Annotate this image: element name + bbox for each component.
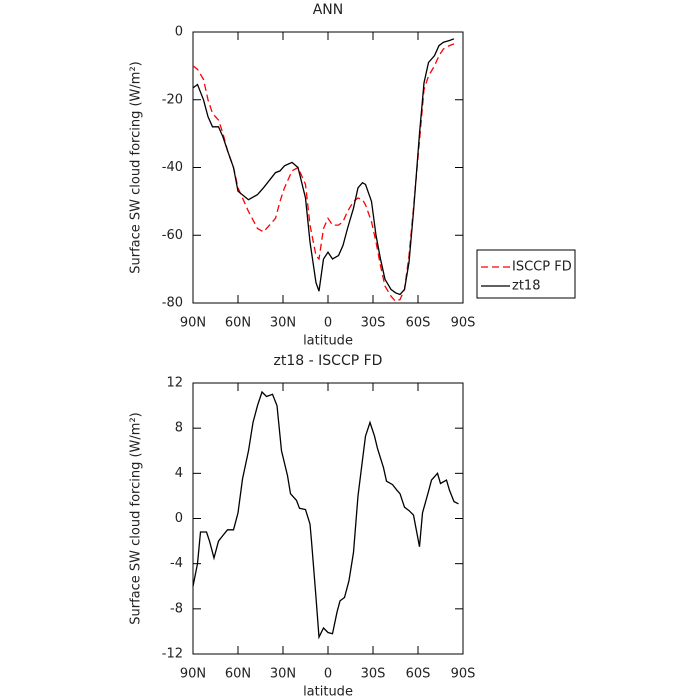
y-tick-label: 0 xyxy=(175,511,183,526)
legend-box xyxy=(476,249,576,299)
y-tick-label: -40 xyxy=(162,160,183,175)
y-tick-label: 8 xyxy=(175,421,183,436)
data-line xyxy=(192,390,459,640)
x-tick-label: 90S xyxy=(451,667,476,682)
legend-label: zt18 xyxy=(512,279,540,294)
x-axis-label: latitude xyxy=(303,334,353,349)
chart-title: zt18 - ISCCP FD xyxy=(274,353,383,369)
y-tick-label: -60 xyxy=(162,228,183,243)
y-tick-label: -80 xyxy=(162,296,183,311)
x-tick-label: 60S xyxy=(406,316,431,331)
x-tick-label: 60N xyxy=(225,667,251,682)
x-tick-label: 90N xyxy=(180,316,206,331)
y-tick-label: 12 xyxy=(166,376,183,391)
y-axis-label: Surface SW cloud forcing (W/m²) xyxy=(129,412,144,624)
x-tick-label: 90S xyxy=(451,316,476,331)
x-tick-label: 30N xyxy=(270,316,296,331)
legend-label: ISCCP FD xyxy=(512,260,572,275)
x-tick-label: 60N xyxy=(225,316,251,331)
x-tick-label: 0 xyxy=(324,316,332,331)
x-tick-label: 0 xyxy=(324,667,332,682)
y-tick-label: -12 xyxy=(162,647,183,662)
x-axis-label: latitude xyxy=(303,685,353,700)
x-tick-label: 60S xyxy=(406,667,431,682)
y-tick-label: -8 xyxy=(170,601,183,616)
x-tick-label: 30S xyxy=(361,667,386,682)
y-tick-label: -4 xyxy=(170,556,183,571)
y-tick-label: 0 xyxy=(175,25,183,40)
y-axis-label: Surface SW cloud forcing (W/m²) xyxy=(129,61,144,273)
x-tick-label: 90N xyxy=(180,667,206,682)
x-tick-label: 30S xyxy=(361,316,386,331)
y-tick-label: -20 xyxy=(162,92,183,107)
x-tick-label: 30N xyxy=(270,667,296,682)
y-tick-label: 4 xyxy=(175,466,183,481)
data-line xyxy=(192,38,455,296)
chart-title: ANN xyxy=(313,2,344,18)
